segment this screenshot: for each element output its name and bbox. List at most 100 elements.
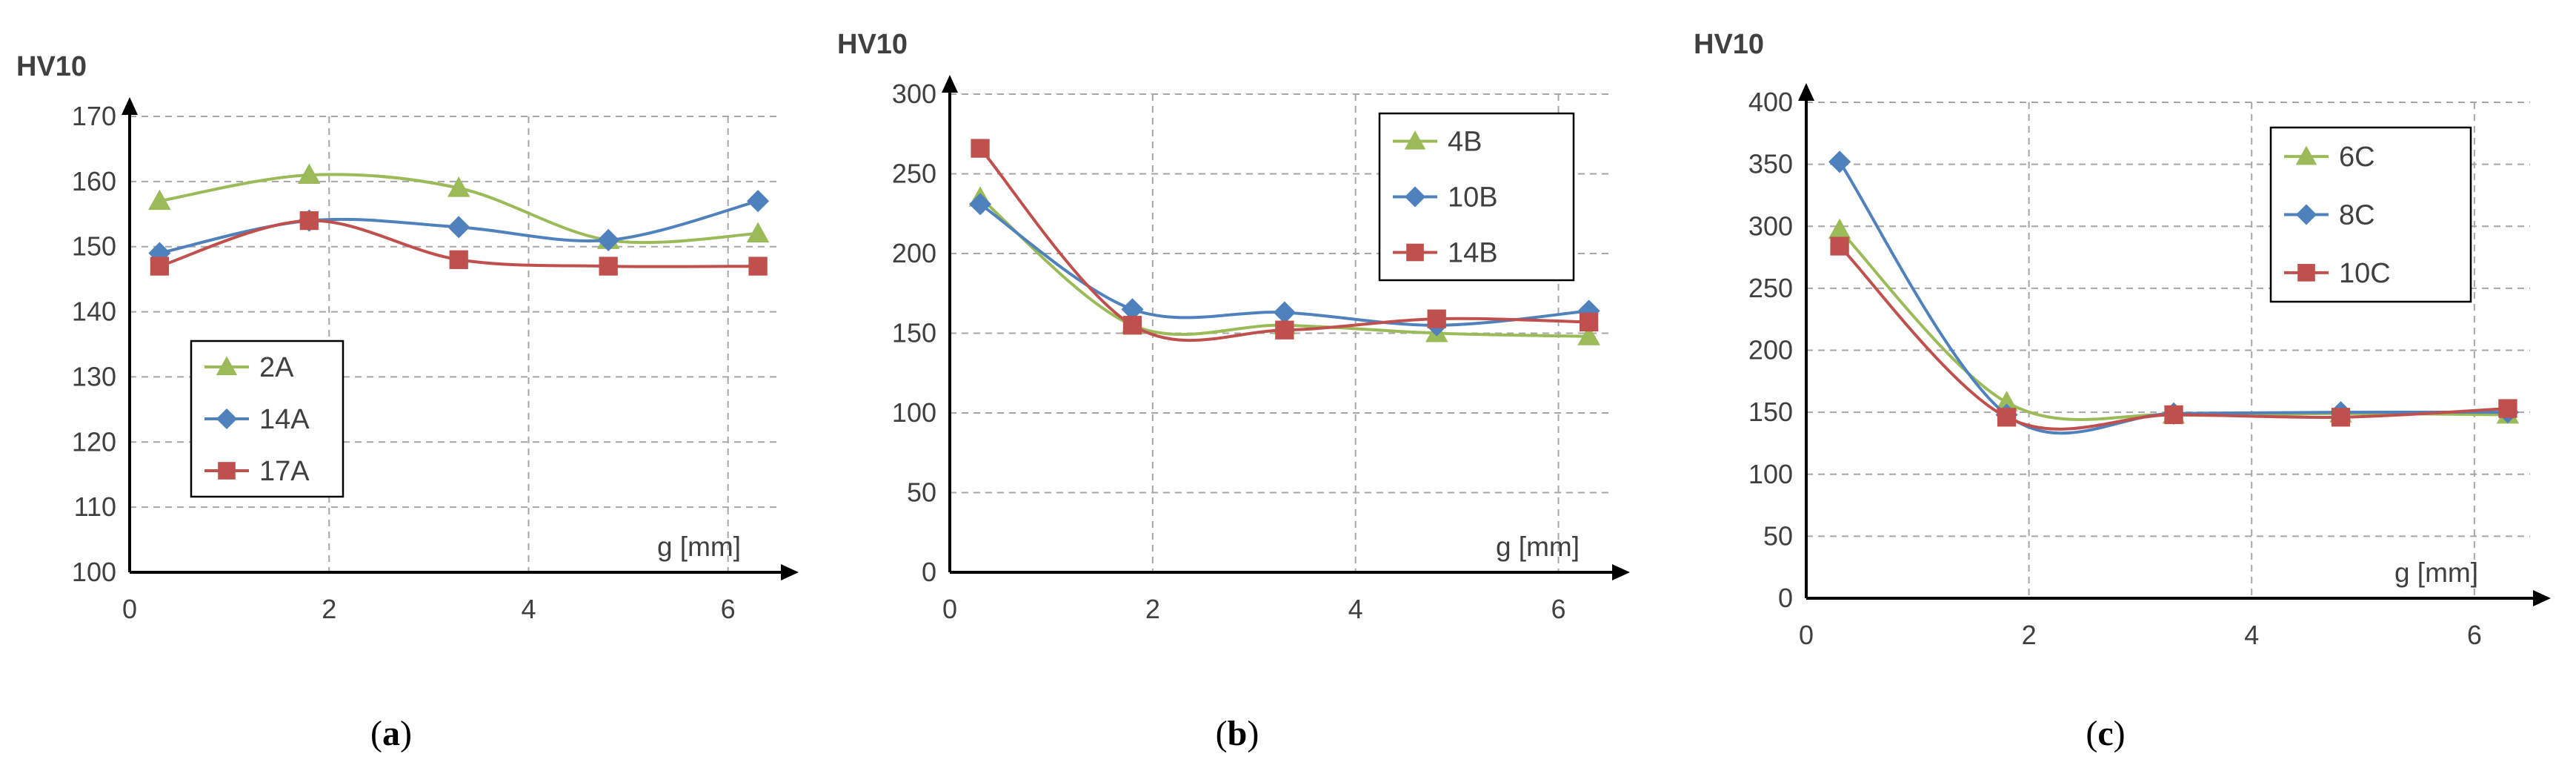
y-tick-label: 200 (1748, 335, 1793, 365)
diamond-marker (1828, 150, 1851, 173)
chart-a: 100 110 120 130 140 150 160 170 0 2 4 6 … (16, 51, 799, 753)
y-tick-label: 150 (892, 318, 936, 348)
chart-b: 0 50 100 150 200 250 300 0 2 4 6 HV10 g … (837, 29, 1630, 753)
panel-caption: (c) (2086, 714, 2125, 753)
x-axis-label: g [mm] (2394, 557, 2478, 588)
square-marker (2498, 399, 2517, 418)
legend: 6C 8C 10C (2269, 126, 2472, 303)
y-axis-arrow (122, 97, 138, 115)
x-tick-label: 2 (2022, 620, 2037, 650)
y-tick-label: 250 (1748, 273, 1793, 303)
x-tick-label: 4 (1348, 594, 1363, 624)
y-tick-label: 400 (1748, 87, 1793, 117)
x-tick-label: 6 (721, 594, 736, 624)
triangle-marker (746, 222, 770, 243)
diamond-marker (2295, 204, 2317, 225)
square-marker (1406, 243, 1424, 262)
x-axis-arrow (1612, 564, 1630, 580)
y-axis-arrow (942, 75, 958, 93)
square-marker (2164, 405, 2183, 425)
square-marker (2331, 408, 2351, 427)
triangle-marker (2295, 145, 2317, 165)
square-marker (1830, 236, 1849, 256)
triangle-marker (1404, 130, 1426, 150)
square-marker (1579, 312, 1599, 332)
x-tick-label: 6 (2467, 620, 2482, 650)
diamond-marker (447, 216, 470, 239)
y-tick-label: 130 (72, 361, 116, 391)
square-marker (1122, 316, 1142, 335)
y-tick-label: 100 (1748, 459, 1793, 489)
y-axis-arrow (1798, 83, 1814, 101)
x-tick-label: 4 (2244, 620, 2259, 650)
y-tick-label: 170 (72, 101, 116, 131)
chart-c: 0 50 100 150 200 250 300 350 400 0 2 4 6… (1694, 29, 2551, 753)
triangle-marker (447, 176, 470, 197)
legend: 4B 10B 14B (1378, 112, 1575, 282)
x-axis-label: g [mm] (1496, 532, 1580, 562)
legend-label: 2A (259, 352, 294, 383)
y-tick-label: 0 (922, 557, 936, 587)
square-marker (1427, 309, 1446, 328)
y-tick-label: 50 (907, 477, 936, 508)
legend-label: 17A (259, 456, 310, 487)
y-tick-label: 110 (74, 491, 116, 522)
panel-caption: (b) (1216, 714, 1259, 753)
y-tick-label: 150 (1748, 397, 1793, 427)
square-marker (299, 211, 319, 231)
y-tick-label: 100 (892, 397, 936, 428)
square-marker (449, 250, 468, 269)
legend-label: 14B (1448, 238, 1498, 269)
y-tick-label: 160 (72, 166, 116, 196)
square-marker (1275, 320, 1294, 340)
square-marker (1997, 408, 2017, 427)
legend-label: 10B (1448, 182, 1498, 213)
y-tick-label: 350 (1748, 149, 1793, 179)
square-marker (2297, 264, 2315, 282)
legend-label: 14A (259, 404, 310, 435)
y-axis-label: HV10 (1694, 29, 1764, 60)
square-marker (218, 462, 236, 480)
triangle-marker (216, 356, 238, 376)
diamond-marker (747, 190, 770, 213)
x-tick-label: 0 (942, 594, 957, 624)
x-axis-arrow (2533, 590, 2551, 606)
legend-label: 8C (2339, 200, 2375, 231)
x-tick-label: 2 (322, 594, 336, 624)
legend: 2A 14A 17A (190, 340, 345, 498)
triangle-marker (1577, 325, 1600, 345)
diamond-marker (1273, 301, 1296, 324)
x-axis-arrow (781, 564, 799, 580)
y-tick-label: 120 (72, 426, 116, 457)
y-tick-label: 300 (1748, 211, 1793, 241)
y-tick-label: 300 (892, 79, 936, 109)
y-axis-label: HV10 (16, 51, 87, 82)
y-tick-label: 140 (72, 297, 116, 327)
y-tick-label: 200 (892, 238, 936, 268)
x-tick-label: 6 (1551, 594, 1566, 624)
legend-label: 4B (1448, 127, 1482, 158)
triangle-marker (148, 189, 171, 211)
x-axis-label: g [mm] (657, 532, 741, 562)
square-marker (748, 256, 768, 276)
square-marker (599, 256, 618, 276)
legend-label: 6C (2339, 142, 2375, 173)
legend-label: 10C (2339, 258, 2391, 289)
y-axis-label: HV10 (837, 29, 908, 60)
x-tick-label: 0 (122, 594, 137, 624)
x-tick-label: 4 (521, 594, 536, 624)
y-tick-label: 250 (892, 159, 936, 189)
triangle-marker (1828, 218, 1851, 239)
x-tick-label: 2 (1145, 594, 1160, 624)
y-tick-label: 0 (1778, 583, 1793, 613)
y-tick-label: 150 (72, 231, 116, 262)
y-tick-label: 50 (1763, 520, 1793, 551)
diamond-marker (216, 408, 238, 430)
y-tick-label: 100 (72, 557, 116, 587)
panel-caption: (a) (370, 714, 412, 753)
square-marker (971, 139, 990, 158)
triangle-marker (298, 163, 321, 185)
square-marker (150, 256, 170, 276)
diamond-marker (969, 193, 992, 216)
